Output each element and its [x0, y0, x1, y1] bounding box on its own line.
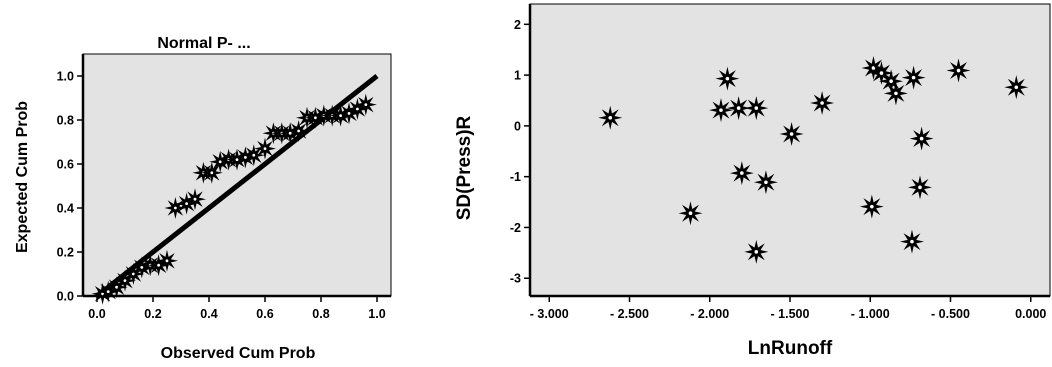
data-point — [708, 98, 733, 123]
pp-x-ticks: 0.0 0.2 0.4 0.6 0.8 1.0 — [88, 296, 386, 321]
x-tick-label: - 3.000 — [530, 307, 569, 321]
scatter-x-ticks: - 3.000 - 2.500 - 2.000 - 1.500 - 1.000 - 0.5… — [530, 296, 1046, 321]
y-tick-label: 0.6 — [57, 158, 74, 172]
data-point — [901, 65, 926, 90]
pp-x-axis-title: Observed Cum Prob — [161, 345, 316, 362]
x-tick-label: 0.000 — [1015, 307, 1046, 321]
data-point — [729, 161, 754, 186]
pp-points — [91, 93, 377, 305]
data-point — [908, 175, 932, 200]
y-tick-label: 0.0 — [57, 290, 74, 304]
scatter-x-axis-title: LnRunoff — [748, 338, 833, 359]
scatter-y-ticks: -3 -2 -1 0 1 2 — [510, 18, 530, 286]
pp-y-axis-title: Expected Cum Prob — [14, 101, 31, 253]
pp-plot-title: Normal P- ... — [157, 35, 250, 52]
x-tick-label: 0.2 — [144, 307, 161, 321]
x-tick-label: - 2.000 — [690, 307, 729, 321]
y-tick-label: -3 — [510, 272, 521, 286]
scatter-y-axis-title: SD(Press)R — [454, 115, 475, 220]
data-point — [779, 122, 804, 146]
y-tick-label: -1 — [510, 170, 521, 184]
data-point — [287, 120, 310, 142]
y-tick-label: 1 — [514, 69, 521, 83]
x-tick-label: 0.6 — [256, 307, 273, 321]
y-tick-label: 2 — [514, 18, 521, 32]
y-tick-label: 0 — [514, 119, 521, 133]
y-tick-label: 1.0 — [57, 70, 74, 84]
data-point — [859, 194, 884, 219]
data-point — [1004, 75, 1029, 100]
data-point — [744, 96, 769, 121]
data-point — [254, 137, 276, 160]
data-point — [200, 161, 223, 184]
y-tick-label: 0.2 — [57, 246, 74, 260]
data-point — [598, 105, 623, 130]
data-point — [946, 58, 971, 83]
x-tick-label: - 1.000 — [851, 307, 890, 321]
pp-plot-area — [82, 53, 392, 297]
data-point — [726, 96, 751, 121]
scatter-plot-area — [529, 3, 1051, 297]
x-tick-label: 0.0 — [88, 307, 105, 321]
y-tick-label: 0.4 — [57, 202, 74, 216]
data-point — [810, 91, 835, 116]
pp-y-ticks: 0.0 0.2 0.4 0.6 0.8 1.0 — [57, 70, 83, 304]
data-point — [715, 66, 740, 91]
scatter-points — [598, 55, 1029, 264]
data-point — [883, 81, 908, 106]
x-tick-label: - 0.500 — [931, 307, 970, 321]
data-point — [909, 126, 934, 151]
data-point — [744, 239, 769, 264]
pp-plot-chart: Normal P- ... 0.00.20.40.60.81.0 0.0 0.2 0… — [14, 35, 392, 362]
data-point — [156, 249, 178, 272]
x-tick-label: - 1.500 — [771, 307, 810, 321]
y-tick-label: -2 — [510, 221, 521, 235]
y-tick-label: 0.8 — [57, 114, 74, 128]
x-tick-label: 0.8 — [312, 307, 329, 321]
data-point — [753, 170, 778, 195]
data-point — [899, 229, 924, 254]
data-point — [678, 201, 703, 226]
x-tick-label: 1.0 — [368, 307, 385, 321]
data-point — [184, 188, 206, 211]
x-tick-label: - 2.500 — [610, 307, 649, 321]
x-tick-label: 0.4 — [200, 307, 217, 321]
data-point — [354, 93, 377, 116]
